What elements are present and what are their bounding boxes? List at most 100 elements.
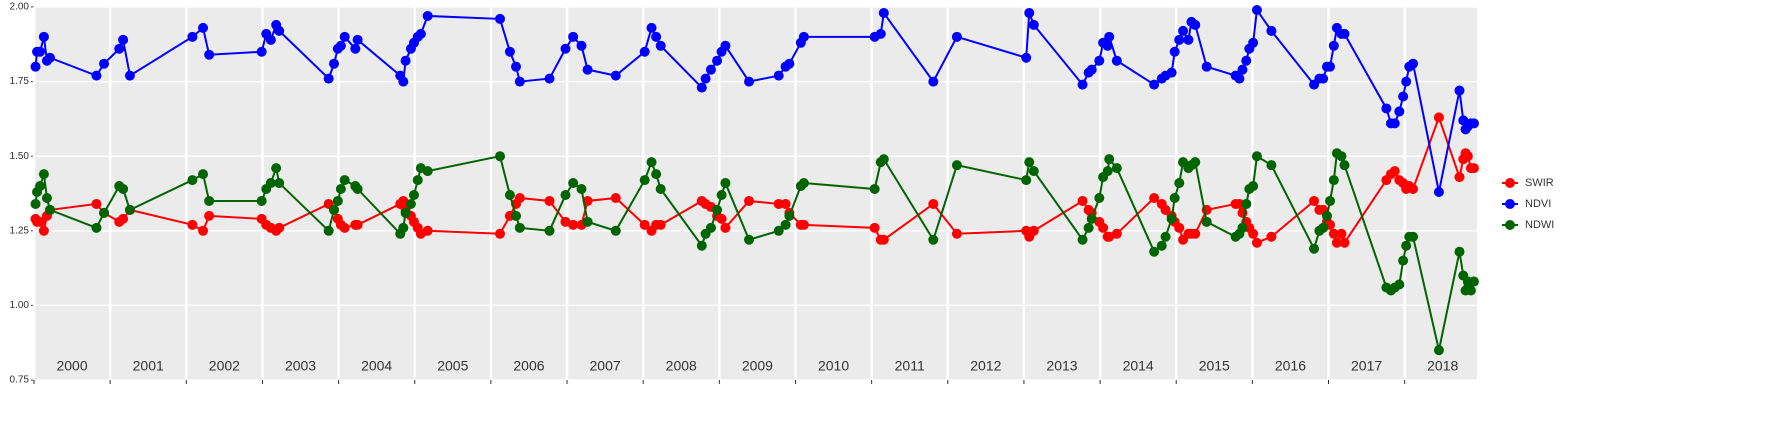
data-point: [1201, 61, 1212, 72]
data-point: [124, 204, 135, 215]
data-point: [1149, 79, 1160, 90]
data-point: [44, 204, 55, 215]
data-point: [1201, 216, 1212, 227]
data-point: [38, 31, 49, 42]
data-point: [1331, 237, 1342, 248]
data-point: [1111, 163, 1122, 174]
data-point: [1028, 19, 1039, 30]
data-point: [339, 31, 350, 42]
data-point: [1104, 154, 1115, 165]
data-point: [1237, 64, 1248, 75]
data-point: [1083, 222, 1094, 233]
data-point: [1111, 55, 1122, 66]
data-point: [869, 222, 880, 233]
data-point: [1468, 118, 1479, 129]
data-point: [639, 175, 650, 186]
data-point: [204, 210, 215, 221]
data-point: [265, 34, 276, 45]
data-point: [744, 234, 755, 245]
data-point: [951, 160, 962, 171]
data-point: [38, 225, 49, 236]
data-point: [1028, 225, 1039, 236]
data-point: [350, 43, 361, 54]
data-point: [1328, 175, 1339, 186]
data-point: [1339, 28, 1350, 39]
data-point: [1104, 231, 1115, 242]
data-point: [1251, 151, 1262, 162]
data-point: [560, 189, 571, 200]
data-point: [1149, 246, 1160, 257]
data-point: [1462, 151, 1473, 162]
data-point: [1094, 192, 1105, 203]
data-point: [1169, 46, 1180, 57]
data-point: [1394, 279, 1405, 290]
data-point: [1408, 184, 1419, 195]
data-point: [1454, 85, 1465, 96]
data-point: [1309, 195, 1320, 206]
data-point: [1190, 19, 1201, 30]
data-point: [716, 213, 727, 224]
data-point: [1328, 228, 1339, 239]
data-point: [1190, 228, 1201, 239]
data-point: [35, 46, 46, 57]
data-point: [1174, 34, 1185, 45]
data-point: [928, 234, 939, 245]
data-point: [951, 31, 962, 42]
data-point: [1468, 276, 1479, 287]
data-point: [773, 198, 784, 209]
data-point: [1325, 195, 1336, 206]
data-point: [651, 169, 662, 180]
data-point: [773, 70, 784, 81]
data-point: [1094, 55, 1105, 66]
data-point: [352, 219, 363, 230]
data-point: [582, 216, 593, 227]
data-point: [576, 40, 587, 51]
data-point: [323, 73, 334, 84]
data-point: [655, 219, 666, 230]
data-point: [951, 228, 962, 239]
data-point: [1309, 243, 1320, 254]
data-point: [1266, 25, 1277, 36]
data-point: [878, 234, 889, 245]
data-point: [784, 210, 795, 221]
data-point: [869, 184, 880, 195]
data-point: [610, 225, 621, 236]
data-point: [1098, 222, 1109, 233]
data-point: [422, 225, 433, 236]
year-label: 2005: [437, 358, 468, 374]
y-tick-label: 0.75: [10, 375, 30, 386]
data-point: [655, 184, 666, 195]
data-point: [720, 40, 731, 51]
data-point: [187, 31, 198, 42]
data-point: [339, 222, 350, 233]
data-point: [1183, 34, 1194, 45]
data-point: [274, 222, 285, 233]
data-point: [198, 169, 209, 180]
data-point: [495, 228, 506, 239]
data-point: [1401, 76, 1412, 87]
year-label: 2016: [1275, 358, 1306, 374]
data-point: [1389, 166, 1400, 177]
data-point: [878, 154, 889, 165]
year-label: 2011: [895, 358, 925, 374]
data-point: [1266, 231, 1277, 242]
data-point: [1465, 285, 1476, 296]
data-point: [646, 22, 657, 33]
data-point: [696, 82, 707, 93]
data-point: [1021, 52, 1032, 63]
data-point: [1408, 231, 1419, 242]
data-point: [610, 70, 621, 81]
data-point: [1077, 79, 1088, 90]
data-point: [352, 184, 363, 195]
data-point: [1398, 91, 1409, 102]
data-point: [1266, 160, 1277, 171]
legend-key: [1505, 199, 1515, 209]
data-point: [198, 22, 209, 33]
data-point: [1102, 40, 1113, 51]
data-point: [1160, 231, 1171, 242]
data-point: [560, 216, 571, 227]
data-point: [1433, 187, 1444, 198]
data-point: [560, 43, 571, 54]
data-point: [408, 189, 419, 200]
data-point: [35, 216, 46, 227]
